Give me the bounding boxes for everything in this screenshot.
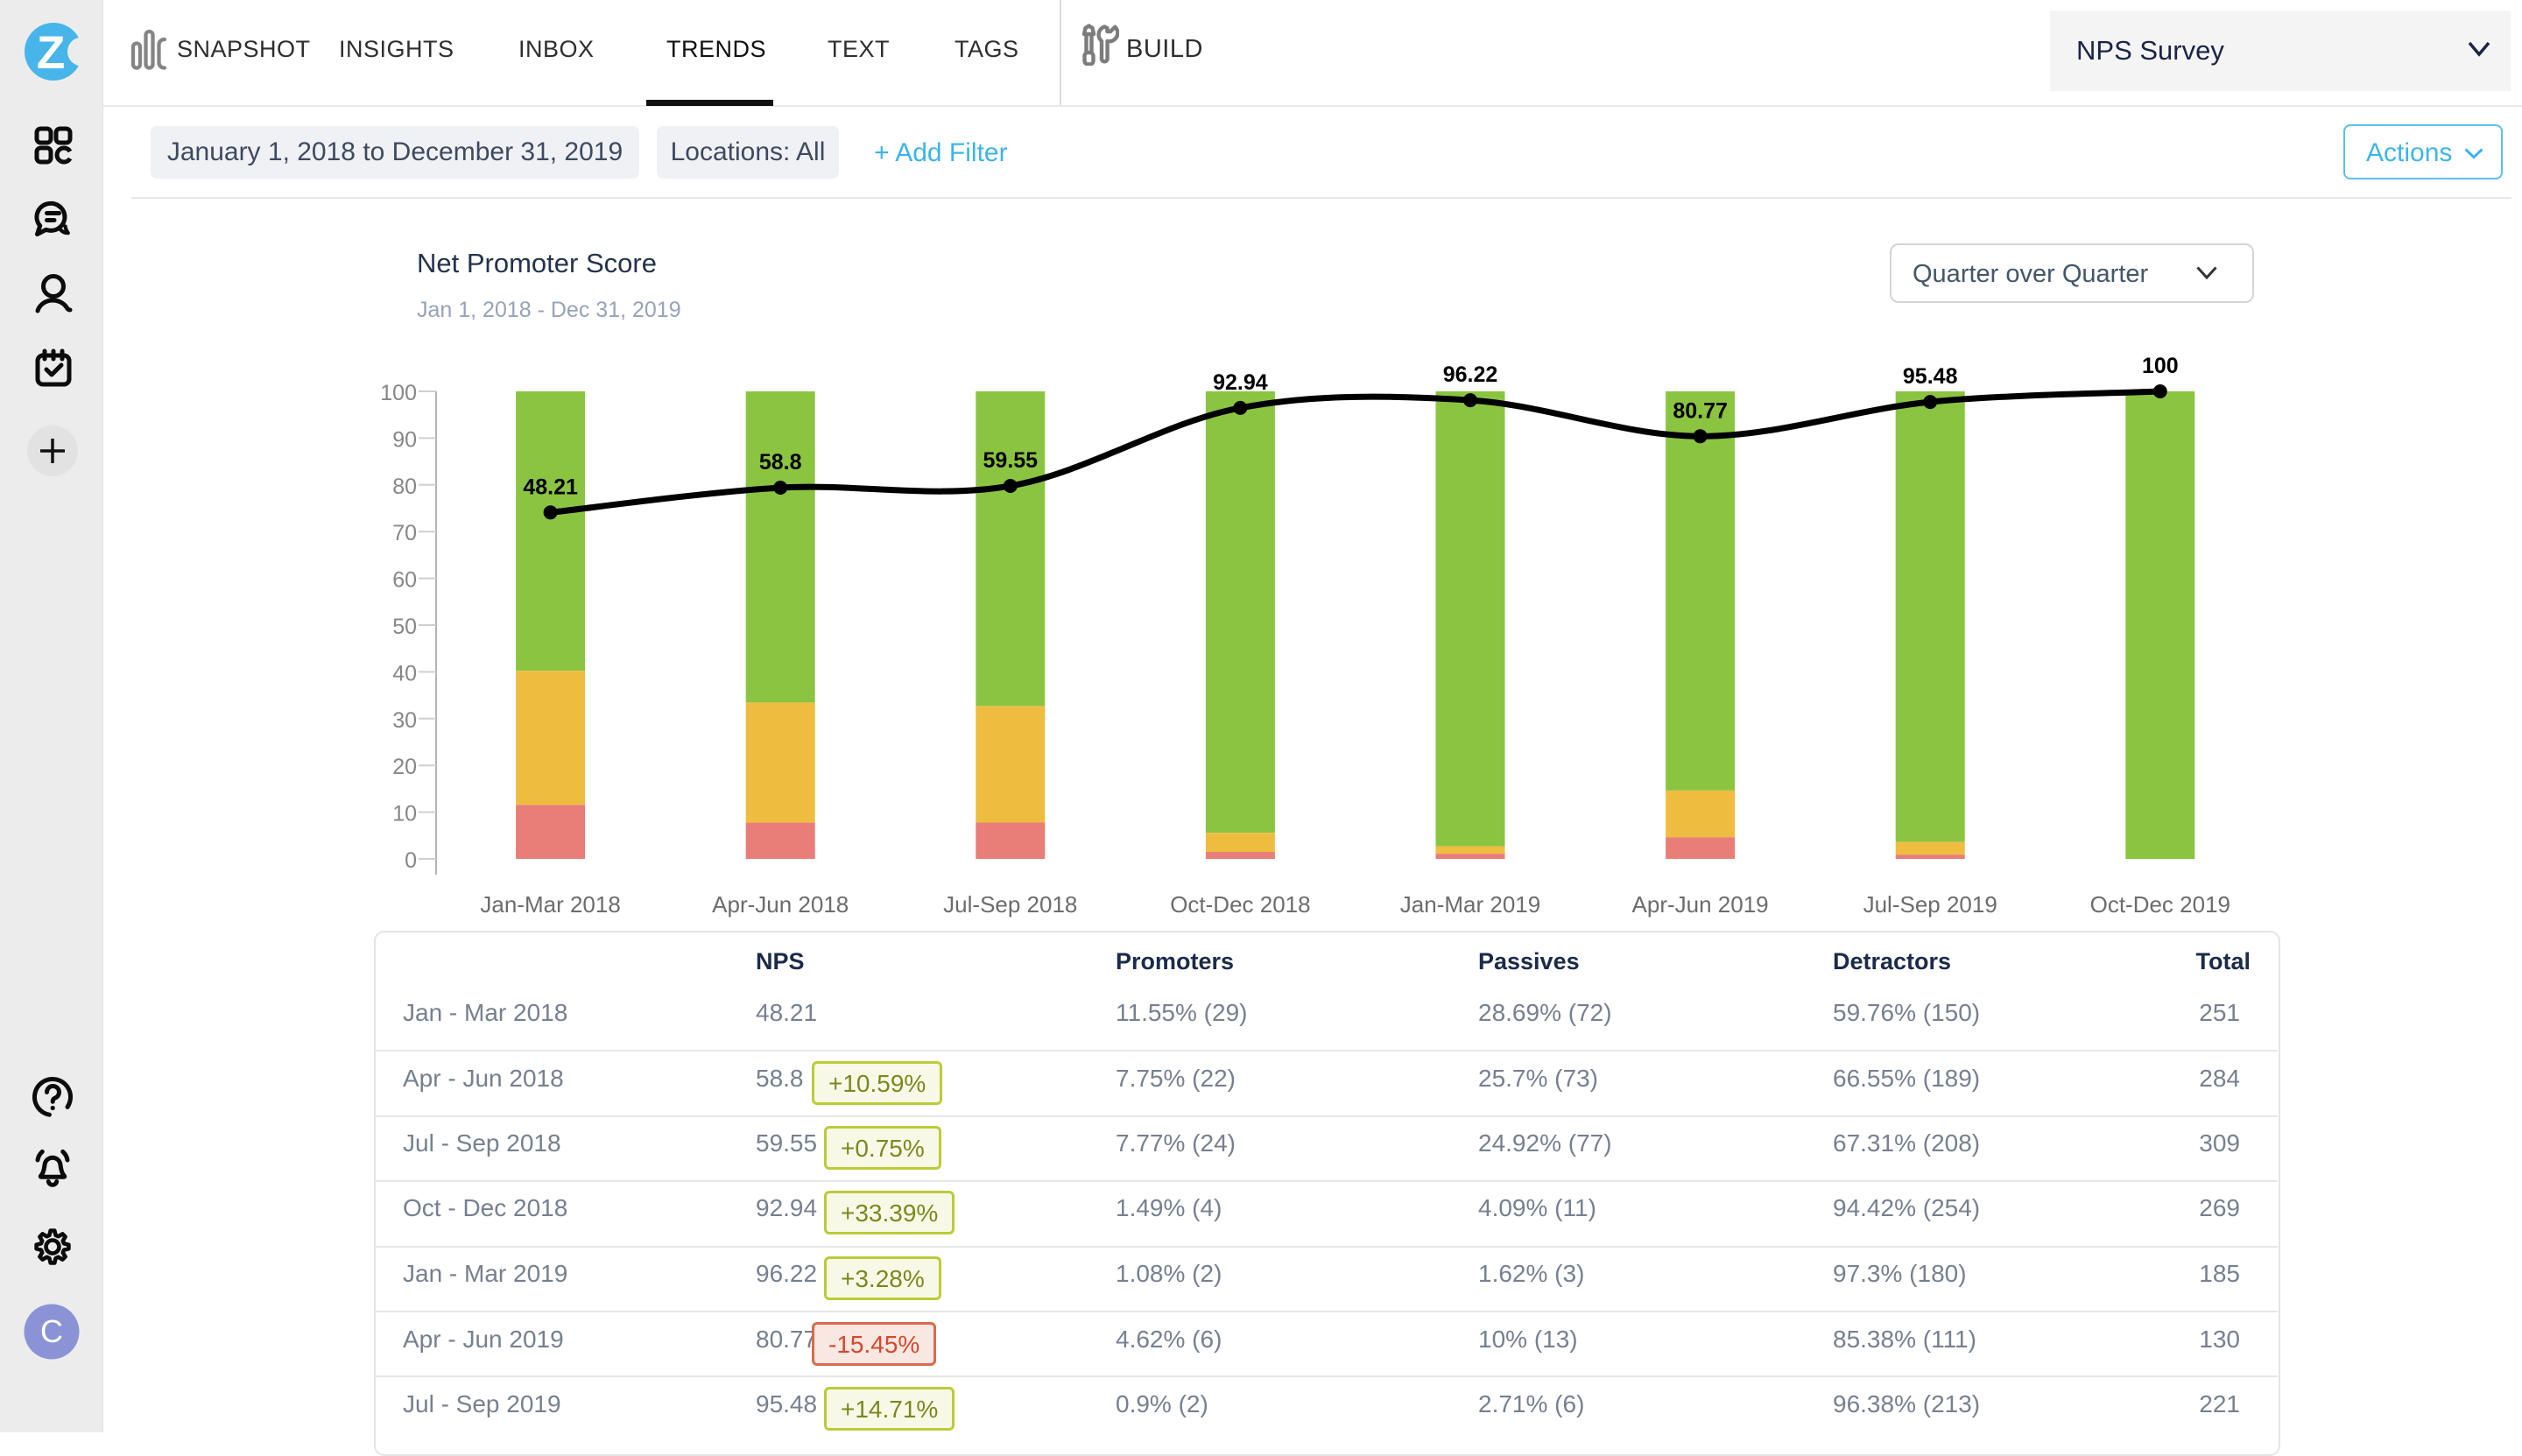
svg-text:10: 10: [392, 802, 417, 826]
svg-text:96.22: 96.22: [1443, 362, 1498, 387]
svg-text:Jan-Mar 2018: Jan-Mar 2018: [480, 891, 620, 918]
svg-text:Jul-Sep 2018: Jul-Sep 2018: [943, 891, 1077, 918]
svg-text:90: 90: [392, 427, 417, 452]
svg-text:Oct-Dec 2018: Oct-Dec 2018: [1170, 891, 1310, 918]
svg-text:70: 70: [392, 521, 417, 545]
svg-text:Z: Z: [37, 27, 65, 79]
svg-text:100: 100: [2142, 354, 2179, 378]
svg-text:30: 30: [392, 708, 417, 733]
svg-text:Jan-Mar 2019: Jan-Mar 2019: [1400, 891, 1540, 918]
svg-text:Jul-Sep 2019: Jul-Sep 2019: [1863, 891, 1997, 918]
svg-text:59.55: 59.55: [983, 448, 1039, 473]
svg-text:50: 50: [392, 615, 417, 639]
svg-text:92.94: 92.94: [1213, 370, 1268, 395]
svg-text:20: 20: [392, 755, 417, 779]
svg-text:80.77: 80.77: [1673, 398, 1728, 423]
svg-text:Oct-Dec 2019: Oct-Dec 2019: [2090, 891, 2230, 918]
svg-text:95.48: 95.48: [1903, 364, 1958, 389]
svg-text:Apr-Jun 2018: Apr-Jun 2018: [712, 891, 849, 918]
svg-text:80: 80: [392, 475, 417, 499]
svg-text:48.21: 48.21: [523, 475, 578, 499]
svg-text:100: 100: [380, 381, 417, 405]
svg-text:60: 60: [392, 568, 417, 593]
svg-text:58.8: 58.8: [759, 450, 802, 475]
svg-text:Apr-Jun 2019: Apr-Jun 2019: [1632, 891, 1769, 918]
svg-text:C: C: [40, 1313, 63, 1349]
svg-text:0: 0: [405, 848, 417, 873]
svg-text:40: 40: [392, 661, 417, 686]
